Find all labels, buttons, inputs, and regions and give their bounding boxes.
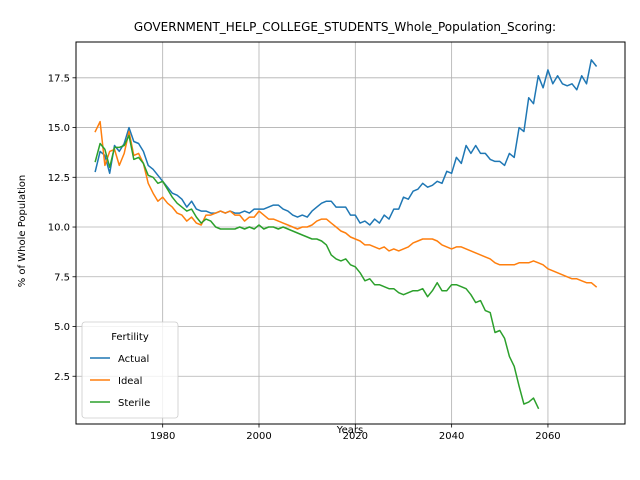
series-line-ideal (94, 120, 598, 288)
x-tick-label: 1980 (150, 431, 175, 442)
y-tick-label: 5.0 (54, 322, 70, 333)
x-tick-label: 2020 (343, 431, 368, 442)
series-line-actual (94, 59, 598, 226)
y-axis: 2.5 5.0 7.5 10.0 12.5 15.0 17.5 (48, 73, 76, 383)
y-tick-label: 10.0 (48, 223, 70, 234)
y-tick-label: 12.5 (48, 173, 70, 184)
legend-box (81, 321, 179, 419)
x-axis: 1980 2000 2020 2040 2060 (150, 424, 561, 442)
legend-label-sterile: Sterile (118, 398, 150, 409)
x-axis-label: Years (336, 425, 363, 436)
series-lines (94, 59, 598, 410)
plot-area (75, 41, 626, 425)
y-tick-label: 2.5 (54, 372, 70, 383)
y-axis-label: % of Whole Population (17, 175, 28, 288)
legend: Fertility Actual Ideal Sterile (81, 321, 179, 419)
y-tick-label: 7.5 (54, 272, 70, 283)
series-line-sterile (94, 134, 540, 410)
x-tick-label: 2040 (439, 431, 464, 442)
chart-title: GOVERNMENT_HELP_COLLEGE_STUDENTS_Whole_P… (134, 20, 556, 34)
y-tick-label: 15.0 (48, 123, 70, 134)
legend-label-actual: Actual (118, 354, 149, 365)
x-tick-label: 2000 (246, 431, 271, 442)
y-tick-label: 17.5 (48, 73, 70, 84)
legend-title: Fertility (111, 332, 149, 343)
legend-label-ideal: Ideal (118, 376, 142, 387)
x-tick-label: 2060 (535, 431, 560, 442)
